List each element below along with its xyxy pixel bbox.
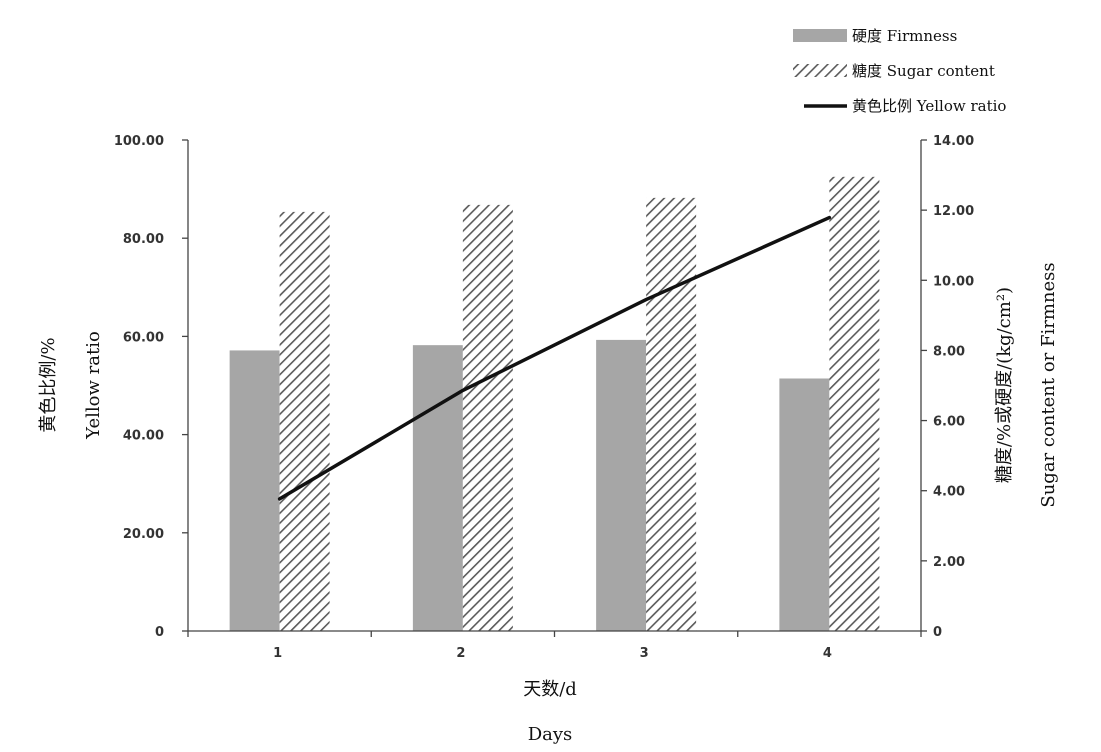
firmness-bar-4	[779, 378, 830, 631]
left-tick-label: 20.00	[123, 527, 164, 542]
bars	[229, 176, 880, 631]
left-axis-title-cn: 黄色比例/%	[38, 337, 59, 432]
legend-label-sugar: 糖度 Sugar content	[852, 62, 995, 80]
legend-item-sugar: 糖度 Sugar content	[793, 62, 995, 80]
legend-item-firmness: 硬度 Firmness	[793, 27, 957, 45]
sugar-bar-3	[646, 197, 697, 631]
right-tick-label: 10.00	[933, 274, 974, 289]
left-axis-title-en: Yellow ratio	[83, 331, 104, 440]
right-tick-label: 2.00	[933, 555, 965, 570]
right-axis-title-cn: 糖度/%或硬度/(kg/cm²)	[994, 287, 1015, 483]
x-axis-title-en: Days	[528, 724, 573, 745]
legend-item-yellow: 黄色比例 Yellow ratio	[804, 97, 1006, 115]
x-axis-title-cn: 天数/d	[523, 679, 577, 700]
right-axis-ticks: 0 2.00 4.00 6.00 8.00 10.00 12.00 14.00	[921, 134, 974, 640]
legend: 硬度 Firmness 糖度 Sugar content 黄色比例 Yellow…	[793, 27, 1006, 115]
x-axis-ticks: 1 2 3 4	[187, 631, 922, 661]
sugar-bar-4	[829, 176, 880, 631]
right-tick-label: 0	[933, 625, 942, 640]
x-tick-label: 3	[640, 646, 649, 661]
right-tick-label: 8.00	[933, 344, 965, 359]
left-tick-label: 100.00	[114, 134, 164, 149]
x-tick-label: 4	[823, 646, 832, 661]
sugar-bar-1	[279, 211, 330, 631]
left-tick-label: 80.00	[123, 232, 164, 247]
x-tick-label: 2	[456, 646, 465, 661]
x-tick-label: 1	[273, 646, 282, 661]
firmness-bar-2	[412, 345, 463, 631]
left-tick-label: 0	[155, 625, 164, 640]
legend-label-firmness: 硬度 Firmness	[852, 27, 957, 45]
left-tick-label: 60.00	[123, 330, 164, 345]
right-tick-label: 6.00	[933, 415, 965, 430]
right-axis-title-en: Sugar content or Firmness	[1038, 262, 1059, 507]
legend-label-yellow: 黄色比例 Yellow ratio	[852, 97, 1006, 115]
right-tick-label: 12.00	[933, 204, 974, 219]
legend-swatch-sugar	[793, 64, 847, 77]
firmness-bar-1	[229, 350, 280, 631]
firmness-bar-3	[596, 339, 647, 631]
right-tick-label: 4.00	[933, 485, 965, 500]
left-tick-label: 40.00	[123, 429, 164, 444]
legend-swatch-firmness	[793, 29, 847, 42]
left-axis-ticks: 0 20.00 40.00 60.00 80.00 100.00	[114, 134, 188, 640]
right-tick-label: 14.00	[933, 134, 974, 149]
yellow-ratio-line	[277, 215, 832, 501]
sugar-bar-2	[462, 204, 513, 631]
